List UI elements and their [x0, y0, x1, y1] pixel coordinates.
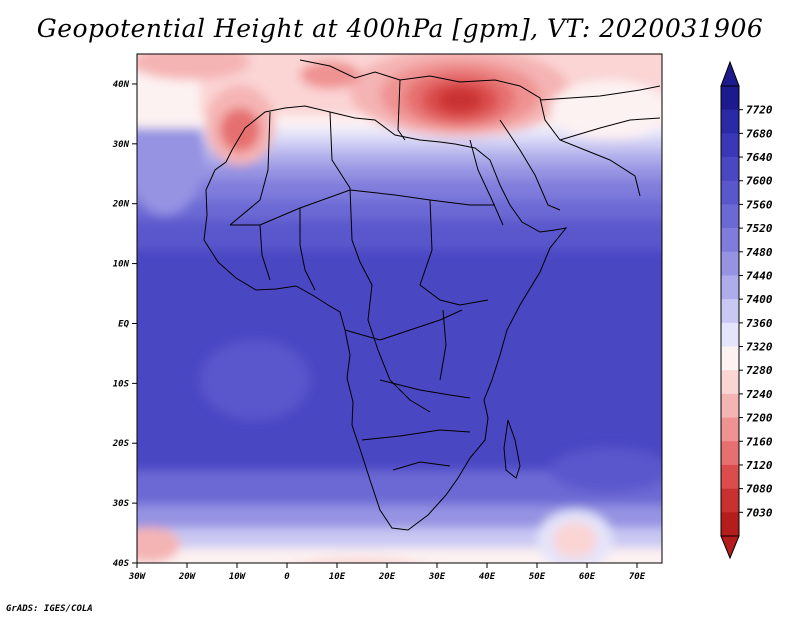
colorbar-label: 7640	[746, 151, 773, 164]
colorbar-label: 7680	[746, 127, 773, 140]
x-axis-labels: 30W 20W 10W 0 10E 20E 30E 40E 50E 60E 70E	[128, 572, 646, 582]
colorbar-swatch	[721, 86, 739, 110]
map-frame	[136, 53, 663, 564]
x-tick-label: 30E	[428, 572, 446, 582]
y-tick-label: 10N	[113, 260, 130, 270]
axis-ticks	[132, 83, 638, 568]
colorbar-label: 7120	[746, 459, 773, 472]
colorbar-swatch	[721, 251, 739, 276]
colorbar-label: 7560	[746, 198, 773, 211]
y-axis-labels: 40N 30N 20N 10N EQ 10S 20S 30S 40S	[112, 80, 130, 569]
x-tick-label: 10E	[329, 572, 346, 582]
colorbar-swatch	[721, 157, 739, 182]
colorbar-swatch	[721, 275, 739, 300]
colorbar-label: 7400	[746, 293, 773, 306]
colorbar-swatch	[721, 322, 739, 347]
y-tick-label: 20N	[112, 200, 130, 210]
x-tick-label: 0	[284, 572, 290, 582]
coastlines	[203, 59, 661, 531]
x-tick-label: 50E	[529, 572, 546, 582]
x-tick-label: 40E	[479, 572, 496, 582]
colorbar-swatch	[721, 180, 739, 205]
x-tick-label: 60E	[579, 572, 596, 582]
colorbar-label: 7440	[746, 269, 773, 282]
colorbar-swatch	[721, 204, 739, 229]
colorbar-swatch	[721, 512, 739, 537]
x-tick-label: 30W	[128, 572, 147, 582]
colorbar-swatch	[721, 417, 739, 442]
colorbar-swatch	[721, 133, 739, 158]
colorbar-label: 7520	[746, 222, 773, 235]
x-tick-label: 20E	[378, 572, 396, 582]
y-tick-label: EQ	[118, 319, 129, 329]
y-tick-label: 40N	[113, 80, 130, 90]
colorbar-bottom-arrow	[720, 535, 740, 560]
colorbar-swatch	[721, 393, 739, 418]
colorbar-swatch	[721, 464, 739, 489]
colorbar-label: 7240	[746, 388, 773, 401]
colorbar-swatch	[721, 346, 739, 371]
colorbar-label: 7080	[746, 483, 773, 496]
colorbar-top-arrow	[720, 60, 740, 87]
y-tick-label: 20S	[112, 439, 130, 449]
colorbar-swatch	[721, 370, 739, 395]
colorbar-label: 7360	[746, 317, 773, 330]
colorbar-label: 7720	[746, 104, 773, 117]
colorbar-swatch	[721, 228, 739, 253]
colorbar-label: 7030	[746, 506, 773, 519]
y-tick-label: 30N	[112, 140, 130, 150]
colorbar-label: 7320	[746, 341, 773, 354]
colorbar-label: 7200	[746, 412, 773, 425]
x-tick-label: 10W	[229, 572, 247, 582]
colorbar-label: 7280	[746, 364, 773, 377]
colorbar-swatch	[721, 488, 739, 513]
x-tick-label: 70E	[629, 572, 646, 582]
colorbar-swatch	[721, 109, 739, 134]
contour-field	[137, 54, 662, 563]
grads-credit: GrADS: IGES/COLA	[6, 604, 93, 614]
colorbar-label: 7600	[746, 175, 773, 188]
y-tick-label: 30S	[112, 499, 130, 509]
colorbar-swatch	[721, 441, 739, 466]
y-tick-label: 10S	[113, 379, 130, 389]
colorbar-swatch	[721, 299, 739, 324]
colorbar-label: 7480	[746, 246, 773, 259]
map-title: Geopotential Height at 400hPa [gpm], VT:…	[36, 14, 764, 43]
colorbar-label: 7160	[746, 435, 773, 448]
y-tick-label: 40S	[113, 559, 130, 569]
colorbar: 7720 7680 7640 7600 7560 7520 7480 7440 7400 7360…	[720, 60, 773, 560]
x-tick-label: 20W	[178, 572, 197, 582]
